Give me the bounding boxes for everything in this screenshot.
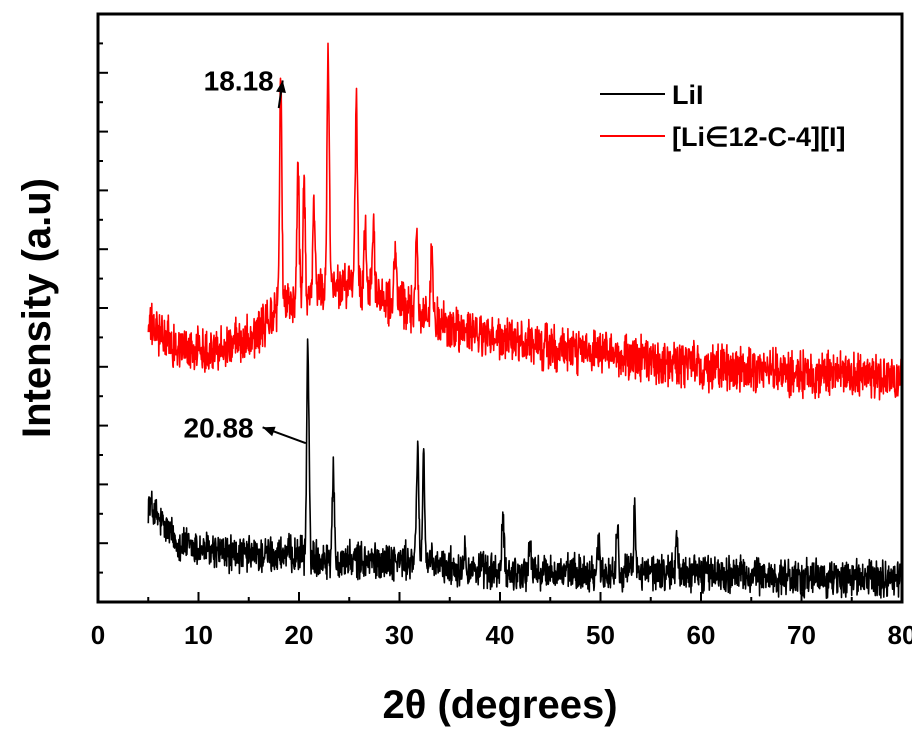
- x-tick-label: 30: [385, 620, 414, 650]
- legend: LiI [Li∈12-C-4][I]: [600, 80, 846, 152]
- x-tick-label: 80: [888, 620, 912, 650]
- series-line-1: [147, 42, 903, 401]
- x-tick-label: 10: [184, 620, 213, 650]
- x-tick-label: 50: [586, 620, 615, 650]
- annotations-layer: 18.18 20.88: [184, 65, 307, 445]
- legend-label-1: [Li∈12-C-4][I]: [672, 122, 846, 152]
- x-tick-label: 0: [91, 620, 105, 650]
- annotation-arrow-head: [276, 80, 286, 94]
- series-layer: [147, 42, 903, 600]
- series-line-0: [147, 338, 903, 600]
- x-axis-title: 2θ (degrees): [382, 683, 617, 727]
- y-axis-title: Intensity (a.u): [15, 178, 59, 438]
- plot-frame: [96, 12, 904, 604]
- x-tick-label: 40: [486, 620, 515, 650]
- annotation-arrow-head: [262, 426, 276, 437]
- legend-label-0: LiI: [672, 80, 704, 110]
- peak-annotation-label: 20.88: [184, 412, 254, 443]
- peak-annotation-label: 18.18: [204, 65, 274, 96]
- x-tick-label: 20: [285, 620, 314, 650]
- x-tick-label: 60: [687, 620, 716, 650]
- x-tick-label: 70: [787, 620, 816, 650]
- ticks-layer: 0 10 20 30 40 50 60 70 80: [91, 13, 912, 650]
